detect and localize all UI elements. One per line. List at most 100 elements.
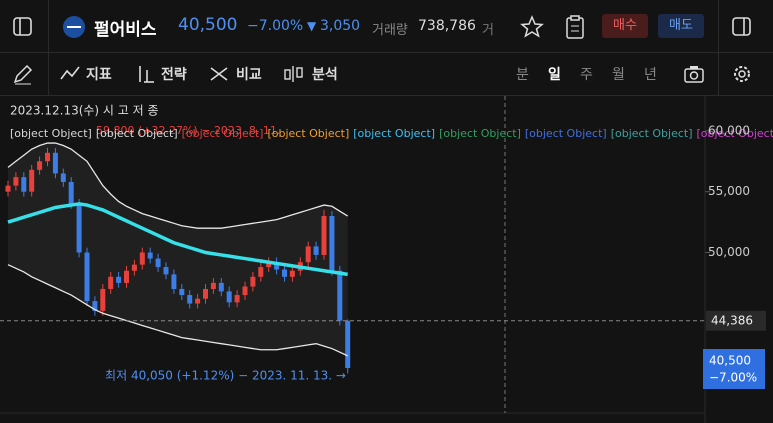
star-icon[interactable] xyxy=(520,15,544,39)
legend-item: [object Object] xyxy=(439,127,521,140)
candle-body xyxy=(313,246,319,255)
candle-body xyxy=(21,177,27,192)
candle-body xyxy=(203,288,208,299)
candle-body xyxy=(187,295,193,304)
candle-body xyxy=(305,246,311,263)
candle-body xyxy=(29,169,35,192)
band-fill xyxy=(8,143,348,356)
candle-body xyxy=(321,216,327,255)
candle-body xyxy=(274,262,280,270)
candle-body xyxy=(195,298,201,304)
candle-body xyxy=(329,216,335,271)
candle-body xyxy=(282,269,287,277)
compare-icon xyxy=(210,67,228,81)
candle-body xyxy=(218,282,224,292)
candle-body xyxy=(250,276,256,287)
legend-item: [object Object] xyxy=(267,127,349,140)
candle-body xyxy=(45,152,50,162)
indicator-line xyxy=(7,264,348,357)
settings-icon[interactable] xyxy=(731,63,753,85)
candle-body xyxy=(258,267,264,277)
candle-body xyxy=(37,161,43,170)
period-tab[interactable]: 분 xyxy=(516,67,529,83)
candle-body xyxy=(289,270,295,277)
candle-body xyxy=(116,276,122,283)
header-bar: 펄어비스 40,500 −7.00% ▼ 3,050 거래량 738,786 거… xyxy=(0,0,773,53)
tool-label[interactable]: 비교 xyxy=(236,67,262,83)
candle-body xyxy=(147,252,153,259)
candle-body xyxy=(139,252,145,265)
legend-item: [object Object] xyxy=(353,127,435,140)
legend-item: [object Object] xyxy=(611,127,693,140)
legend-item: [object Object] xyxy=(10,127,92,140)
candle-body xyxy=(226,291,232,303)
candle-body xyxy=(131,264,137,271)
candle-body xyxy=(5,185,11,192)
divider xyxy=(718,0,719,52)
candle-body xyxy=(345,320,351,369)
indicator-icon xyxy=(60,66,80,80)
candle-body xyxy=(84,252,90,302)
sell-button[interactable]: 매도 xyxy=(658,14,704,38)
indicator-line xyxy=(7,202,348,277)
volume: 738,786 xyxy=(418,18,476,34)
crosshair-label: 44,386 xyxy=(711,313,753,327)
candle-body xyxy=(13,177,19,186)
clipboard-icon[interactable] xyxy=(563,14,587,40)
candle-body xyxy=(60,173,66,182)
crosshair-label-box xyxy=(706,310,766,331)
draw-icon[interactable] xyxy=(12,63,34,85)
candle-body xyxy=(92,301,98,311)
candle-body xyxy=(100,288,106,311)
ohlc-info: 2023.12.13(수) 시 고 저 종 xyxy=(10,104,159,118)
candle-body xyxy=(108,276,114,289)
candle-body xyxy=(52,152,58,174)
tool-label[interactable]: 지표 xyxy=(86,67,112,83)
camera-icon[interactable] xyxy=(683,63,705,85)
candle-body xyxy=(171,274,177,289)
price: 40,500 xyxy=(178,15,238,35)
period-tab[interactable]: 주 xyxy=(580,67,593,83)
divider xyxy=(718,53,719,95)
last-price: 40,500 xyxy=(709,354,751,368)
tool-label[interactable]: 전략 xyxy=(161,67,187,83)
legend-item: [object Object] xyxy=(96,127,178,140)
arrow: ▼ xyxy=(307,19,317,33)
y-tick-label: 60,000 xyxy=(708,123,750,137)
period-tab[interactable]: 월 xyxy=(612,67,625,83)
legend-item: [object Object] xyxy=(697,127,773,140)
volume-cut: 거 xyxy=(482,23,494,38)
candle-body xyxy=(242,286,248,296)
candle-body xyxy=(124,270,129,283)
candle-body xyxy=(266,262,272,268)
strategy-icon xyxy=(139,66,154,83)
period-tab[interactable]: 일 xyxy=(548,67,561,83)
legend-item: [object Object] xyxy=(525,127,607,140)
candle-body xyxy=(76,203,82,253)
last-change: −7.00% xyxy=(709,371,757,385)
divider xyxy=(48,53,49,95)
period-tab[interactable]: 년 xyxy=(644,67,657,83)
candle-body xyxy=(179,288,185,296)
change: 3,050 xyxy=(320,18,361,34)
change-pct: −7.00% xyxy=(247,18,304,34)
candle-body xyxy=(210,282,216,289)
indicator-line xyxy=(7,142,349,229)
analysis-icon xyxy=(284,66,303,82)
candle-body xyxy=(68,181,74,204)
candle-body xyxy=(234,295,240,303)
divider xyxy=(48,0,49,52)
panel-icon[interactable] xyxy=(731,16,753,38)
y-tick-label: 55,000 xyxy=(708,184,750,198)
stock-name: 펄어비스 xyxy=(94,20,157,40)
toolbar: 지표 전략 비교 분석 분 일 주 월 년 xyxy=(0,53,773,96)
sidebar-icon[interactable] xyxy=(12,16,34,38)
y-tick-label: 50,000 xyxy=(708,245,750,259)
high-note: 59,800 (+32.27%) − 2023. 8. 11. xyxy=(96,124,280,137)
logo xyxy=(63,16,85,38)
tool-label[interactable]: 분석 xyxy=(312,67,338,83)
candle-body xyxy=(337,270,343,321)
buy-button[interactable]: 매수 xyxy=(602,14,648,38)
legend-item: [object Object] xyxy=(182,127,264,140)
